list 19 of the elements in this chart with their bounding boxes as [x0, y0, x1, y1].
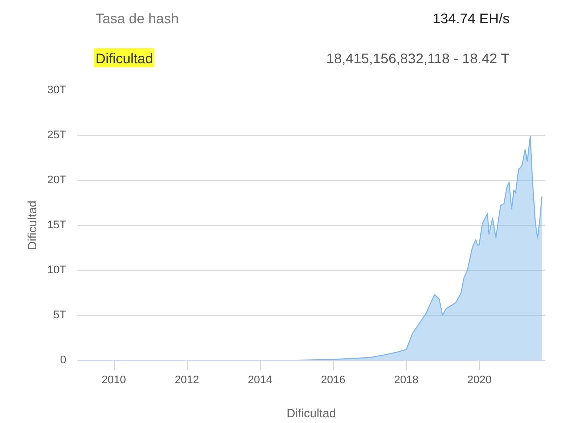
- x-tick-label: 2018: [394, 374, 419, 386]
- y-tick-label: 5T: [54, 310, 67, 322]
- text: Dificultad: [96, 50, 154, 66]
- x-tick-label: 2010: [102, 374, 126, 386]
- y-tick-label: 10T: [48, 264, 67, 276]
- text: Tasa de hash: [96, 10, 180, 26]
- y-tick-label: 0: [60, 354, 67, 366]
- x-axis-title: Dificultad: [286, 406, 336, 420]
- x-tick-label: 2012: [174, 374, 200, 386]
- x-tick-label: 2016: [321, 374, 346, 386]
- y-tick-label: 20T: [48, 174, 67, 186]
- text: 134.74 EH/s: [432, 10, 510, 26]
- x-tick-label: 2014: [248, 374, 273, 386]
- y-tick-label: 25T: [48, 130, 67, 142]
- x-tick-label: 2020: [467, 374, 492, 386]
- y-tick-label: 15T: [48, 220, 67, 232]
- text: 18,415,156,832,118 - 18.42 T: [326, 50, 510, 66]
- y-tick-label: 30T: [48, 84, 67, 96]
- y-axis-title: Dificultad: [26, 200, 40, 250]
